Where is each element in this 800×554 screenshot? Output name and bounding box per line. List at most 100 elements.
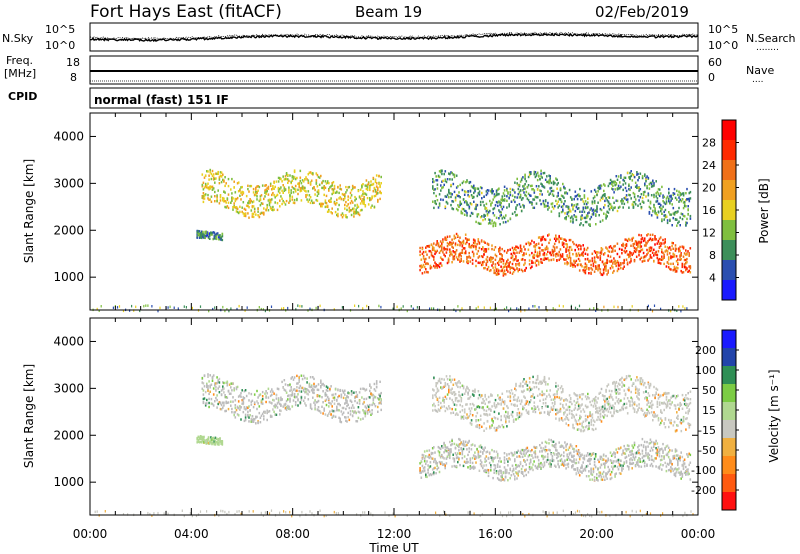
near-range-cell	[185, 306, 187, 309]
echo-cell	[442, 463, 444, 466]
echo-cell	[574, 190, 577, 193]
echo-cell	[325, 182, 328, 185]
echo-cell	[583, 457, 586, 460]
echo-cell	[654, 442, 656, 446]
echo-cell	[563, 446, 565, 450]
echo-cell	[681, 474, 684, 477]
echo-cell	[241, 190, 243, 194]
echo-cell	[266, 187, 268, 190]
echo-cell	[457, 452, 459, 455]
echo-cell	[451, 178, 453, 181]
echo-cell	[650, 446, 653, 450]
echo-cell	[432, 185, 434, 188]
echo-cell	[613, 191, 615, 194]
echo-cell	[438, 451, 441, 454]
echo-cell	[356, 203, 359, 207]
echo-cell	[588, 475, 590, 478]
echo-cell	[573, 259, 575, 262]
echo-cell	[219, 174, 222, 177]
echo-cell	[658, 194, 661, 198]
echo-cell	[520, 209, 523, 213]
echo-cell	[556, 183, 558, 186]
echo-cell	[653, 248, 655, 251]
echo-cell	[610, 246, 613, 250]
echo-cell	[457, 456, 459, 459]
echo-cell	[354, 195, 356, 199]
echo-cell	[463, 247, 466, 250]
echo-cell	[500, 211, 502, 214]
echo-cell	[565, 205, 567, 208]
echo-cell	[432, 180, 434, 184]
echo-cell	[253, 393, 256, 396]
echo-cell	[526, 446, 529, 450]
echo-cell	[572, 447, 574, 450]
echo-cell	[518, 455, 521, 458]
echo-cell	[232, 396, 234, 399]
echo-cell	[503, 216, 506, 220]
echo-cell	[674, 472, 677, 475]
echo-cell	[590, 467, 592, 470]
echo-cell	[378, 174, 380, 178]
echo-cell	[583, 266, 586, 269]
echo-cell	[521, 258, 524, 261]
echo-cell	[593, 259, 596, 262]
echo-cell	[475, 205, 477, 209]
echo-cell	[515, 463, 517, 467]
echo-cell	[210, 436, 212, 439]
echo-cell	[283, 404, 286, 407]
echo-cell	[616, 269, 619, 273]
echo-cell	[486, 468, 489, 472]
noise-lines	[89, 31, 699, 43]
echo-cell	[342, 396, 345, 400]
echo-cell	[528, 171, 531, 174]
echo-cell	[420, 266, 423, 269]
echo-cell	[454, 243, 457, 247]
echo-cell	[419, 462, 421, 465]
echo-cell	[677, 463, 679, 467]
echo-cell	[453, 251, 456, 254]
echo-cell	[198, 441, 201, 444]
echo-cell	[578, 458, 581, 461]
echo-cell	[301, 377, 304, 381]
echo-cell	[322, 202, 324, 206]
echo-cell	[337, 186, 339, 189]
echo-cell	[434, 466, 436, 470]
echo-cell	[623, 462, 625, 465]
echo-cell	[550, 186, 553, 190]
echo-cell	[460, 447, 462, 451]
echo-cell	[329, 387, 331, 391]
echo-cell	[452, 255, 454, 259]
echo-cell	[363, 198, 365, 201]
echo-cell	[612, 461, 614, 465]
echo-cell	[533, 189, 536, 192]
echo-cell	[425, 473, 427, 477]
echo-cell	[500, 471, 502, 475]
echo-cell	[223, 401, 225, 404]
echo-cell	[686, 217, 688, 221]
echo-cell	[482, 255, 484, 259]
echo-cell	[512, 251, 515, 255]
echo-cell	[314, 406, 316, 409]
echo-cell	[525, 447, 527, 450]
echo-cell	[612, 250, 614, 253]
echo-cell	[565, 239, 567, 242]
echo-cell	[240, 392, 242, 395]
echo-cell	[371, 409, 373, 412]
echo-cell	[584, 466, 587, 470]
echo-cell	[490, 190, 492, 193]
echo-cell	[609, 255, 612, 258]
echo-cell	[505, 220, 507, 224]
echo-cell	[525, 242, 527, 246]
echo-cell	[220, 238, 222, 241]
echo-cell	[473, 195, 475, 199]
echo-cell	[566, 205, 569, 208]
near-range-cell	[264, 309, 266, 313]
near-range-cell	[131, 304, 133, 308]
echo-cell	[577, 252, 580, 255]
echo-cell	[358, 411, 361, 414]
echo-cell	[444, 466, 446, 470]
echo-cell	[661, 250, 663, 254]
echo-cell	[619, 187, 621, 190]
echo-cell	[597, 264, 599, 267]
echo-cell	[689, 271, 692, 274]
